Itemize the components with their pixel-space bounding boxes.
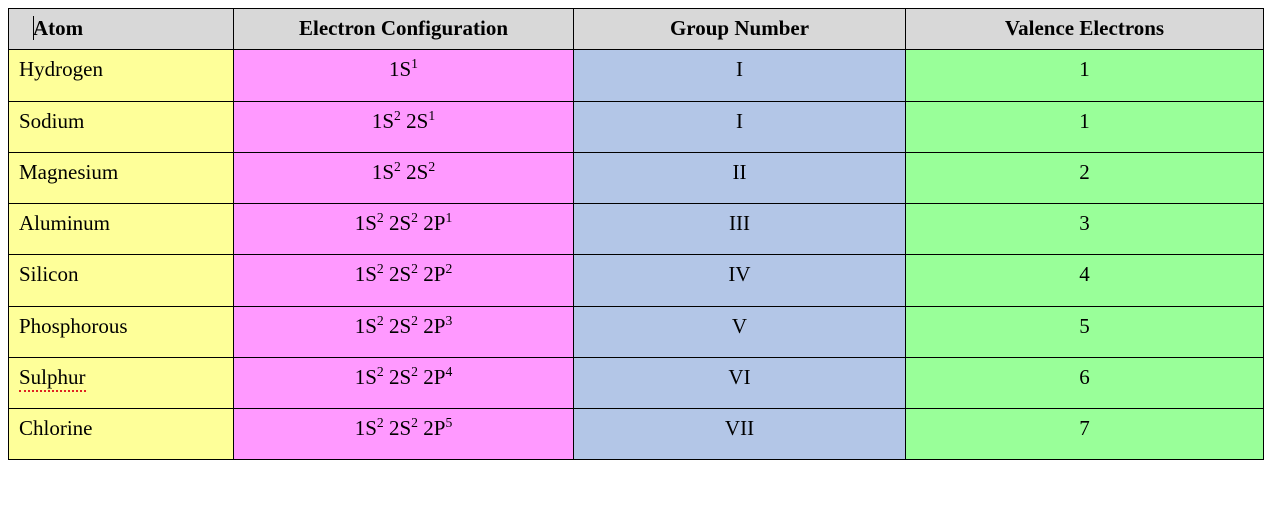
table-row: Sulphur 1S2 2S2 2P4VI6 xyxy=(9,357,1264,408)
config-superscript: 2 xyxy=(411,210,418,225)
cell-config: 1S2 2S2 xyxy=(234,152,574,203)
cell-config: 1S2 2S1 xyxy=(234,101,574,152)
config-superscript: 2 xyxy=(377,364,384,379)
cell-atom: Sulphur xyxy=(9,357,234,408)
table-row: Hydrogen1S1I1 xyxy=(9,50,1264,101)
atoms-table: Atom Electron Configuration Group Number… xyxy=(8,8,1264,460)
config-superscript: 2 xyxy=(411,261,418,276)
cell-valence: 1 xyxy=(906,101,1264,152)
cell-atom: Aluminum xyxy=(9,204,234,255)
cell-group: II xyxy=(574,152,906,203)
config-superscript: 2 xyxy=(377,415,384,430)
cell-config: 1S2 2S2 2P1 xyxy=(234,204,574,255)
table-header: Atom Electron Configuration Group Number… xyxy=(9,9,1264,50)
cell-config: 1S2 2S2 2P3 xyxy=(234,306,574,357)
cell-group: I xyxy=(574,50,906,101)
table-body: Hydrogen1S1I1Sodium1S2 2S1I1Magnesium1S2… xyxy=(9,50,1264,460)
cell-valence: 2 xyxy=(906,152,1264,203)
table-row: Magnesium1S2 2S2II2 xyxy=(9,152,1264,203)
config-superscript: 2 xyxy=(394,108,401,123)
cell-atom: Sodium xyxy=(9,101,234,152)
cell-valence: 6 xyxy=(906,357,1264,408)
cell-valence: 5 xyxy=(906,306,1264,357)
header-atom: Atom xyxy=(9,9,234,50)
config-superscript: 2 xyxy=(377,210,384,225)
config-superscript: 5 xyxy=(445,415,452,430)
cell-config: 1S2 2S2 2P4 xyxy=(234,357,574,408)
cell-atom: Phosphorous xyxy=(9,306,234,357)
table-row: Sodium1S2 2S1I1 xyxy=(9,101,1264,152)
table-row: Silicon1S2 2S2 2P2IV4 xyxy=(9,255,1264,306)
config-superscript: 2 xyxy=(428,159,435,174)
cell-group: VII xyxy=(574,409,906,460)
config-superscript: 2 xyxy=(377,313,384,328)
config-superscript: 2 xyxy=(445,261,452,276)
cell-atom: Magnesium xyxy=(9,152,234,203)
config-superscript: 2 xyxy=(394,159,401,174)
cell-atom: Silicon xyxy=(9,255,234,306)
cell-group: IV xyxy=(574,255,906,306)
header-row: Atom Electron Configuration Group Number… xyxy=(9,9,1264,50)
cell-valence: 1 xyxy=(906,50,1264,101)
table-row: Aluminum1S2 2S2 2P1III3 xyxy=(9,204,1264,255)
cell-config: 1S2 2S2 2P5 xyxy=(234,409,574,460)
cell-group: V xyxy=(574,306,906,357)
cell-atom: Hydrogen xyxy=(9,50,234,101)
config-superscript: 1 xyxy=(445,210,452,225)
cell-group: I xyxy=(574,101,906,152)
header-config: Electron Configuration xyxy=(234,9,574,50)
cell-group: VI xyxy=(574,357,906,408)
config-superscript: 4 xyxy=(445,364,452,379)
config-superscript: 2 xyxy=(411,415,418,430)
config-superscript: 2 xyxy=(377,261,384,276)
table-row: Chlorine1S2 2S2 2P5VII7 xyxy=(9,409,1264,460)
config-superscript: 1 xyxy=(428,108,435,123)
table-row: Phosphorous1S2 2S2 2P3V5 xyxy=(9,306,1264,357)
cell-atom: Chlorine xyxy=(9,409,234,460)
cell-valence: 4 xyxy=(906,255,1264,306)
cell-config: 1S2 2S2 2P2 xyxy=(234,255,574,306)
config-superscript: 3 xyxy=(445,313,452,328)
cell-group: III xyxy=(574,204,906,255)
config-superscript: 2 xyxy=(411,364,418,379)
atom-label: Sulphur xyxy=(19,365,86,392)
cell-valence: 3 xyxy=(906,204,1264,255)
cell-config: 1S1 xyxy=(234,50,574,101)
header-group: Group Number xyxy=(574,9,906,50)
header-valence: Valence Electrons xyxy=(906,9,1264,50)
config-superscript: 1 xyxy=(411,56,418,71)
header-atom-label: Atom xyxy=(33,16,83,40)
config-superscript: 2 xyxy=(411,313,418,328)
cell-valence: 7 xyxy=(906,409,1264,460)
